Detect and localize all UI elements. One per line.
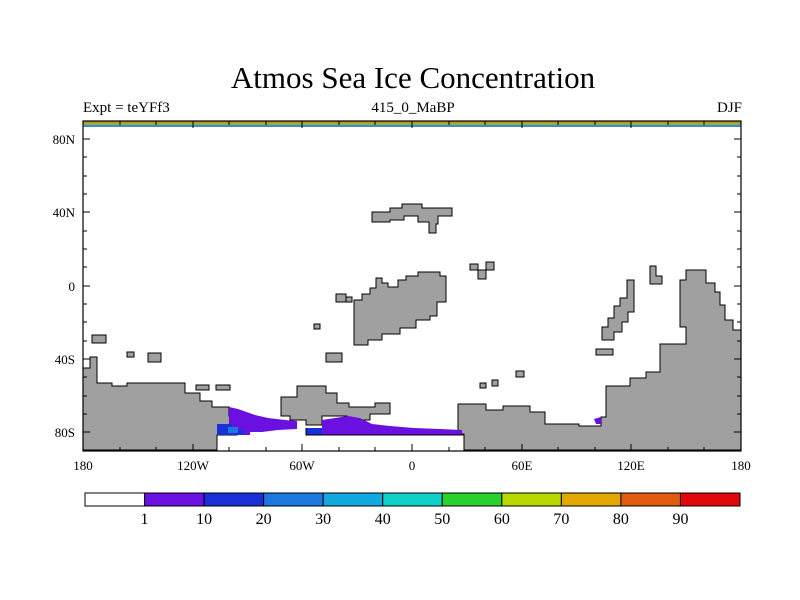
land-small-isle-1 — [91, 334, 107, 344]
land-small-isle-9 — [469, 263, 479, 271]
lat-ticks — [83, 138, 741, 433]
land-small-isle-8 — [313, 323, 321, 330]
lon-labels: 180 120W 60W 0 60E 120E 180 — [73, 458, 751, 473]
colorbar-swatch — [322, 492, 384, 507]
colorbar-swatch — [263, 492, 324, 507]
lon-label-180e: 180 — [731, 458, 751, 473]
land-madagascar — [325, 352, 343, 363]
sea-ice-east — [594, 417, 601, 424]
colorbar-label: 1 — [141, 511, 149, 528]
colorbar-swatch — [560, 492, 622, 507]
land-africa — [353, 271, 447, 346]
season-label: DJF — [716, 100, 742, 116]
land-small-isle-10 — [477, 269, 487, 280]
lon-ticks — [119, 121, 705, 451]
colorbar-swatch — [144, 492, 205, 507]
sea-ice-ross-core — [306, 428, 322, 435]
colorbar-label: 60 — [494, 511, 510, 528]
experiment-label: Expt = teYFf3 — [83, 100, 170, 116]
lon-label-0: 0 — [409, 458, 416, 473]
lat-label-40s: 40S — [55, 352, 75, 367]
land-small-isle-6 — [335, 293, 347, 303]
lon-label-60e: 60E — [512, 458, 533, 473]
colorbar-swatch — [382, 492, 443, 507]
colorbar-swatch — [203, 492, 265, 507]
lon-label-60w: 60W — [289, 458, 315, 473]
land-small-isle-7 — [345, 296, 353, 303]
land-small-isle-13 — [491, 379, 499, 387]
land-small-isle-15 — [595, 348, 614, 356]
lon-label-120e: 120E — [617, 458, 645, 473]
colorbar-swatch — [84, 492, 146, 507]
colorbar-swatch — [620, 492, 681, 507]
colorbar-label: 40 — [375, 511, 391, 528]
land-small-isle-2 — [126, 351, 135, 358]
land-small-isle-11 — [485, 261, 495, 271]
lat-label-0: 0 — [69, 279, 76, 294]
colorbar-swatch — [679, 492, 741, 507]
land-masses — [82, 203, 742, 451]
lat-label-80n: 80N — [53, 132, 76, 147]
land-small-isle-16 — [649, 265, 663, 285]
land-north-continent — [371, 203, 453, 234]
lat-label-80s: 80S — [55, 425, 75, 440]
colorbar-label: 70 — [553, 511, 569, 528]
lat-minor-ticks — [83, 156, 741, 415]
age-label: 415_0_MaBP — [371, 100, 455, 116]
land-antarctica-east — [457, 269, 742, 451]
colorbar: 1 10 20 30 40 50 60 70 80 90 — [84, 492, 741, 528]
colorbar-label: 50 — [434, 511, 450, 528]
lat-labels: 80N 40N 0 40S 80S — [53, 132, 76, 440]
ice-outline — [216, 428, 465, 450]
land-small-isle-14 — [515, 370, 525, 378]
land-small-isle-5 — [215, 384, 231, 391]
lon-major-ticks — [192, 121, 632, 451]
land-asia-peninsula — [601, 279, 635, 341]
colorbar-label: 90 — [672, 511, 688, 528]
colorbar-label: 20 — [256, 511, 272, 528]
land-small-isle-12 — [479, 382, 487, 389]
plot-title: Atmos Sea Ice Concentration — [230, 60, 596, 95]
land-antarctica-peninsula — [280, 385, 391, 426]
colorbar-label: 30 — [315, 511, 331, 528]
land-antarctica-west — [82, 356, 238, 451]
lon-label-180w: 180 — [73, 458, 93, 473]
land-small-isle-3 — [147, 352, 162, 363]
lon-minor-ticks — [119, 121, 705, 451]
colorbar-swatch — [501, 492, 562, 507]
sea-ice-weddell-high — [228, 427, 238, 433]
sea-ice-ross — [306, 416, 462, 435]
lat-label-40n: 40N — [53, 205, 76, 220]
sea-ice — [217, 407, 601, 435]
lon-label-120w: 120W — [177, 458, 210, 473]
colorbar-swatch — [441, 492, 503, 507]
land-small-isle-4 — [195, 384, 210, 391]
colorbar-label: 80 — [613, 511, 629, 528]
colorbar-label: 10 — [196, 511, 212, 528]
